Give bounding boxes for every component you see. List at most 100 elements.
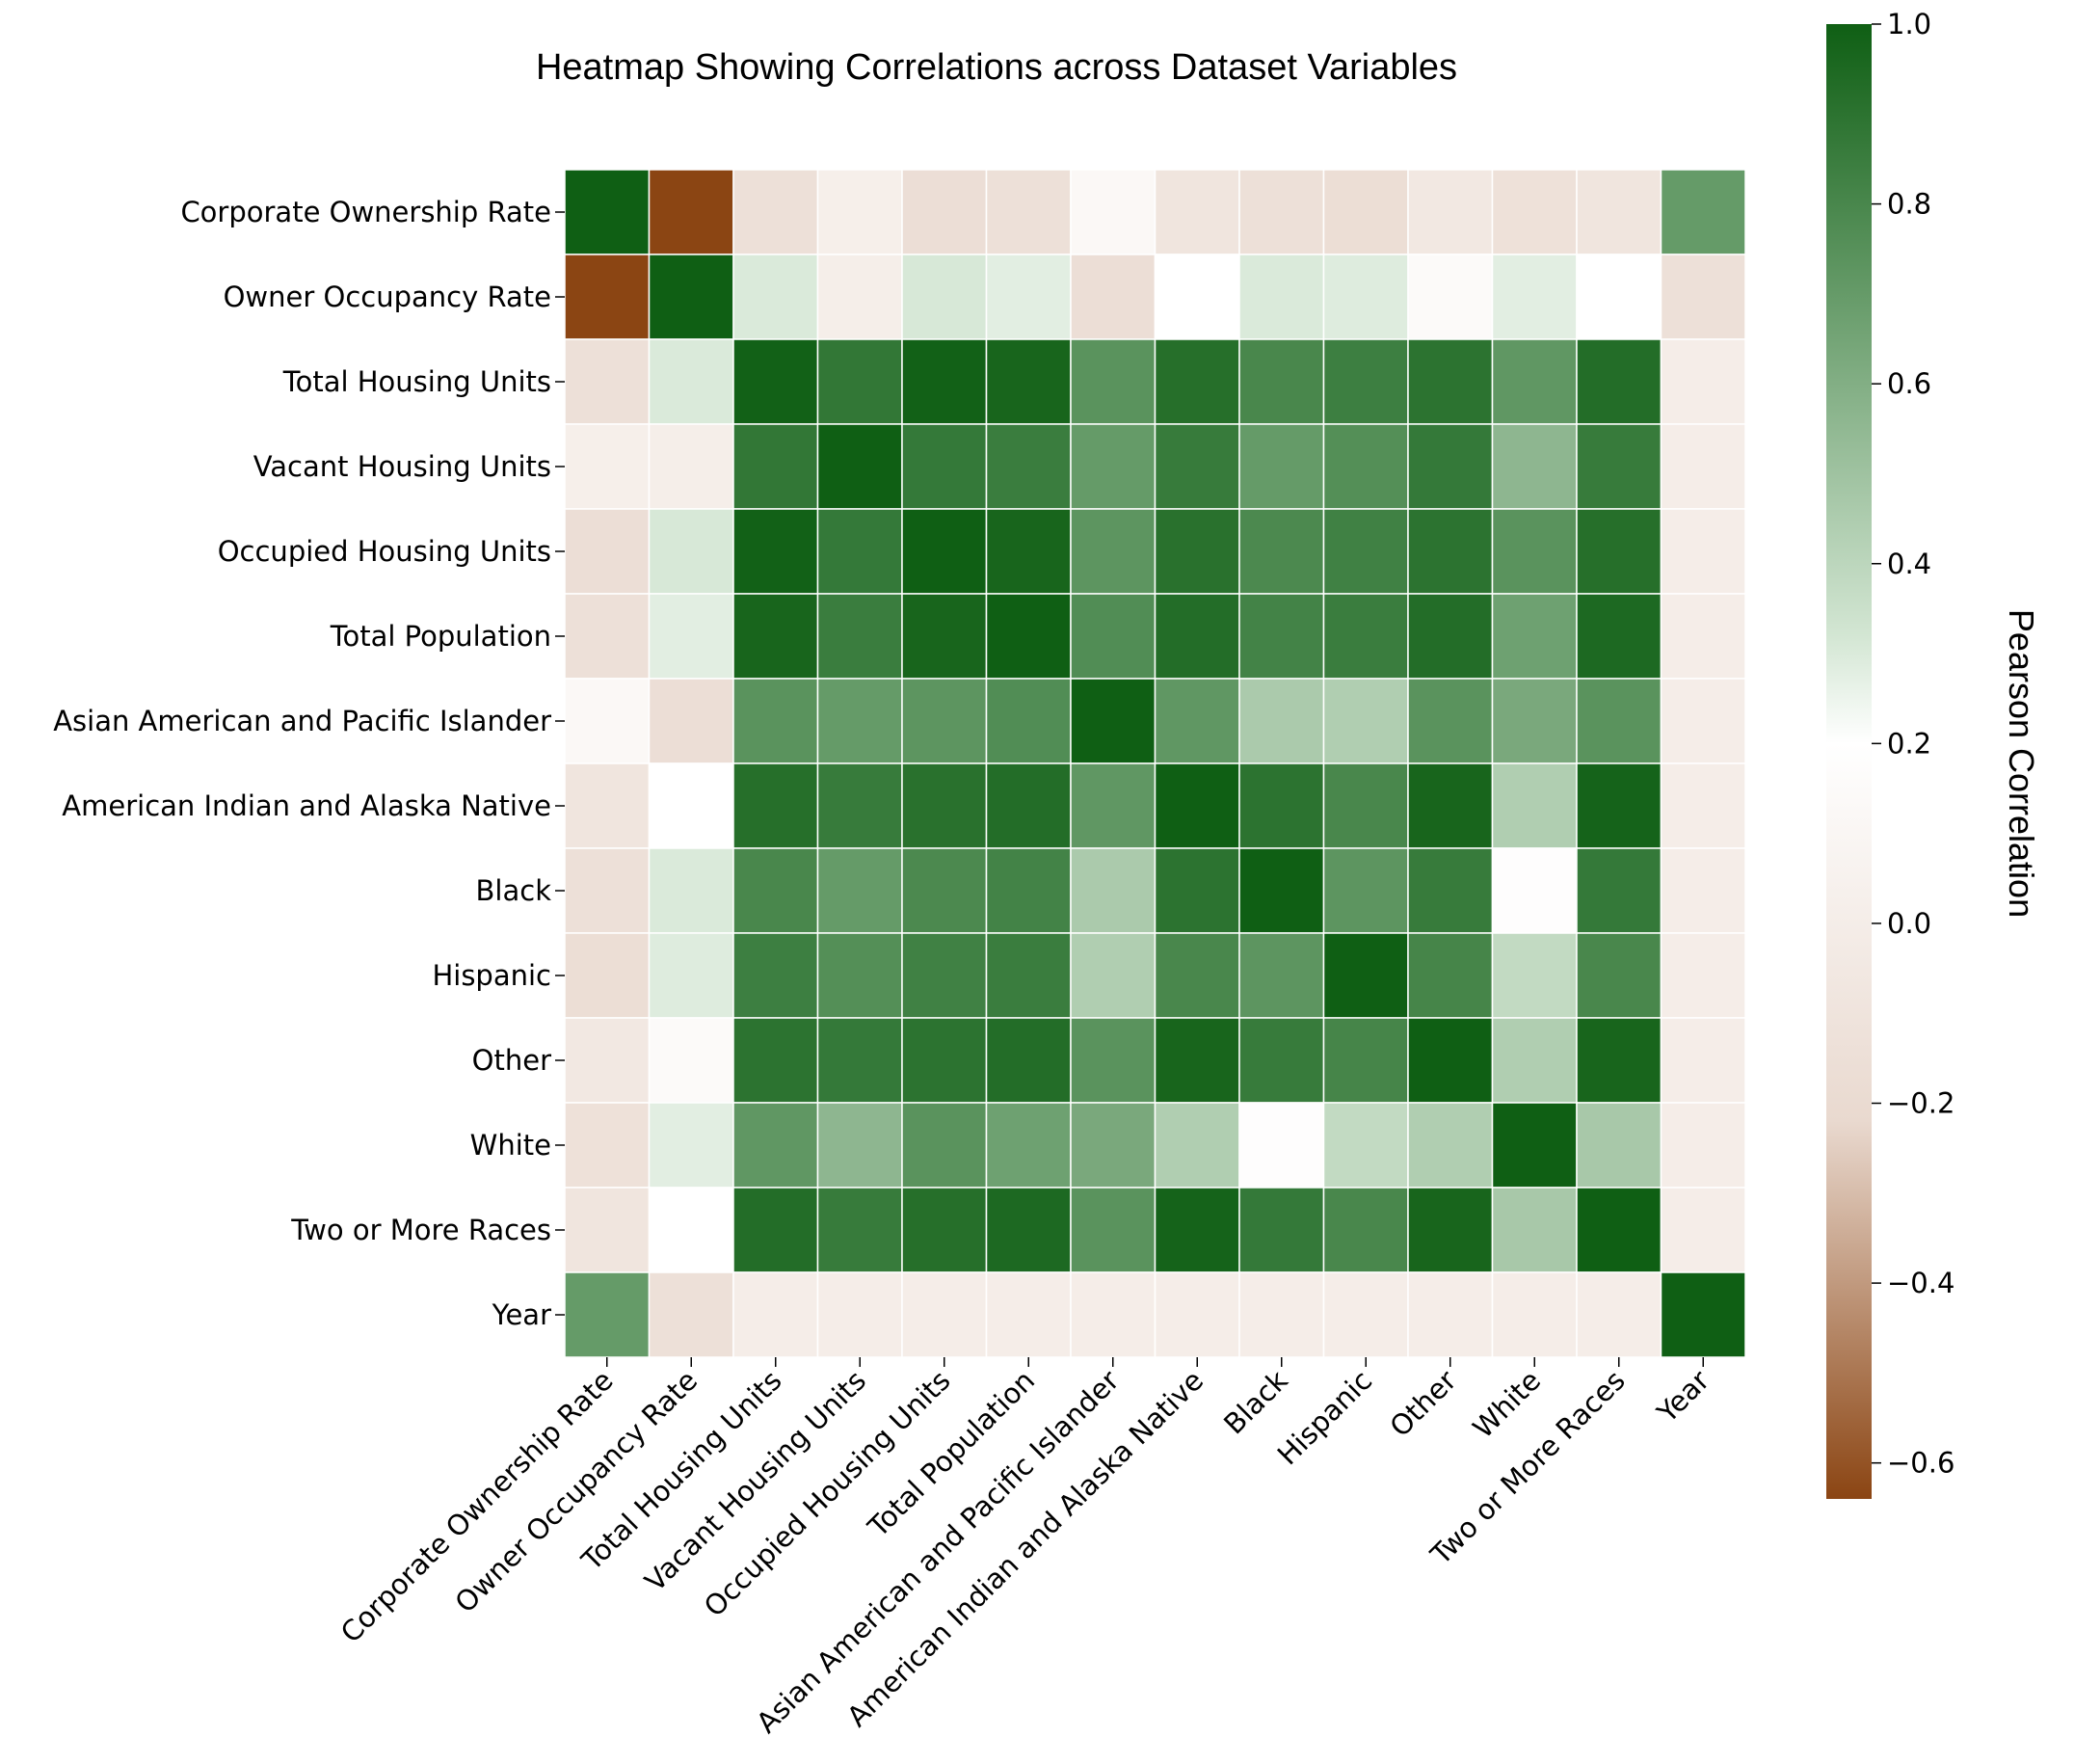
heatmap-cell — [1576, 678, 1662, 764]
y-axis-label: Total Population — [330, 620, 551, 653]
heatmap-cell — [1576, 1187, 1662, 1273]
heatmap-cell — [901, 678, 988, 764]
heatmap-cell — [1660, 508, 1746, 595]
y-axis-label: Year — [492, 1298, 551, 1331]
colorbar-tick-label: 0.0 — [1887, 907, 1931, 940]
heatmap-cell — [816, 762, 903, 849]
heatmap-cell — [816, 1187, 903, 1273]
y-axis-label: Other — [472, 1044, 551, 1077]
heatmap-cell — [1660, 593, 1746, 680]
heatmap-cell — [1491, 1102, 1578, 1189]
heatmap-cell — [1576, 593, 1662, 680]
heatmap-cell — [648, 678, 734, 764]
heatmap-cell — [816, 338, 903, 425]
heatmap-cell — [1491, 169, 1578, 255]
heatmap-cell — [985, 1271, 1072, 1358]
heatmap-cell — [1576, 338, 1662, 425]
heatmap-cell — [985, 1102, 1072, 1189]
heatmap-cells — [564, 169, 1746, 1358]
heatmap-cell — [648, 423, 734, 510]
heatmap-cell — [985, 932, 1072, 1019]
heatmap-cell — [1660, 847, 1746, 934]
colorbar-tick-label: 0.4 — [1887, 548, 1931, 580]
heatmap-cell — [1491, 508, 1578, 595]
heatmap-cell — [1407, 508, 1494, 595]
heatmap-cell — [1238, 508, 1325, 595]
heatmap-cell — [732, 338, 819, 425]
heatmap-cell — [1154, 593, 1240, 680]
heatmap-cell — [1660, 254, 1746, 340]
heatmap-cell — [1491, 1271, 1578, 1358]
heatmap-cell — [901, 338, 988, 425]
heatmap-cell — [985, 762, 1072, 849]
colorbar-ticks: 1.0 0.8 0.6 0.4 0.2 0.0 −0.2 −0.4 −0.6 — [1872, 8, 1954, 1480]
heatmap-cell — [816, 847, 903, 934]
heatmap-cell — [732, 254, 819, 340]
heatmap-cell — [1322, 169, 1409, 255]
y-axis-label: White — [470, 1129, 551, 1162]
heatmap-cell — [1407, 1271, 1494, 1358]
heatmap-cell — [1238, 762, 1325, 849]
colorbar-tick-label: −0.6 — [1887, 1447, 1954, 1480]
colorbar-label: Pearson Correlation — [2002, 609, 2041, 918]
heatmap-cell — [732, 678, 819, 764]
heatmap-cell — [1576, 847, 1662, 934]
x-axis-label: Black — [1217, 1364, 1294, 1441]
heatmap-cell — [732, 762, 819, 849]
heatmap-cell — [1154, 338, 1240, 425]
heatmap-cell — [1154, 762, 1240, 849]
y-axis-label: Black — [476, 874, 552, 907]
heatmap-cell — [732, 1017, 819, 1104]
heatmap-cell — [985, 508, 1072, 595]
heatmap-cell — [1576, 1017, 1662, 1104]
heatmap-cell — [1070, 762, 1157, 849]
heatmap-cell — [1491, 678, 1578, 764]
heatmap-cell — [901, 254, 988, 340]
colorbar-tick-label: 1.0 — [1887, 8, 1931, 40]
heatmap-cell — [1238, 1017, 1325, 1104]
heatmap-cell — [564, 1102, 651, 1189]
heatmap-cell — [1407, 338, 1494, 425]
heatmap-cell — [1154, 932, 1240, 1019]
heatmap-cell — [816, 508, 903, 595]
y-axis-label: Two or More Races — [290, 1214, 551, 1246]
heatmap-cell — [1154, 847, 1240, 934]
heatmap-cell — [1070, 1271, 1157, 1358]
heatmap-cell — [1407, 1187, 1494, 1273]
heatmap-cell — [1070, 338, 1157, 425]
heatmap-cell — [1576, 254, 1662, 340]
heatmap-cell — [1491, 1187, 1578, 1273]
heatmap-cell — [1154, 423, 1240, 510]
y-axis-label: Owner Occupancy Rate — [224, 281, 551, 313]
y-axis-label: Total Housing Units — [282, 365, 551, 398]
heatmap-cell — [732, 847, 819, 934]
heatmap-cell — [1154, 169, 1240, 255]
heatmap-cell — [1407, 1017, 1494, 1104]
heatmap-cell — [564, 847, 651, 934]
heatmap-cell — [564, 1187, 651, 1273]
heatmap-cell — [648, 847, 734, 934]
colorbar: 1.0 0.8 0.6 0.4 0.2 0.0 −0.2 −0.4 −0.6 Pearson C… — [1826, 8, 2041, 1499]
heatmap-cell — [1491, 593, 1578, 680]
heatmap-cell — [1322, 1187, 1409, 1273]
colorbar-tick-label: −0.4 — [1887, 1267, 1954, 1299]
heatmap-cell — [985, 678, 1072, 764]
heatmap-cell — [732, 1271, 819, 1358]
heatmap-cell — [1154, 1102, 1240, 1189]
heatmap-cell — [1491, 847, 1578, 934]
heatmap-cell — [1576, 508, 1662, 595]
heatmap-cell — [564, 678, 651, 764]
y-axis-label: Occupied Housing Units — [218, 535, 551, 568]
heatmap-cell — [1576, 1271, 1662, 1358]
heatmap-cell — [1576, 423, 1662, 510]
heatmap-cell — [648, 1017, 734, 1104]
heatmap-cell — [1238, 932, 1325, 1019]
heatmap-cell — [564, 423, 651, 510]
heatmap-cell — [648, 254, 734, 340]
heatmap-cell — [1238, 1187, 1325, 1273]
heatmap-cell — [1660, 1102, 1746, 1189]
heatmap-cell — [1070, 932, 1157, 1019]
heatmap-cell — [985, 1017, 1072, 1104]
heatmap-cell — [1576, 1102, 1662, 1189]
heatmap-cell — [816, 1271, 903, 1358]
